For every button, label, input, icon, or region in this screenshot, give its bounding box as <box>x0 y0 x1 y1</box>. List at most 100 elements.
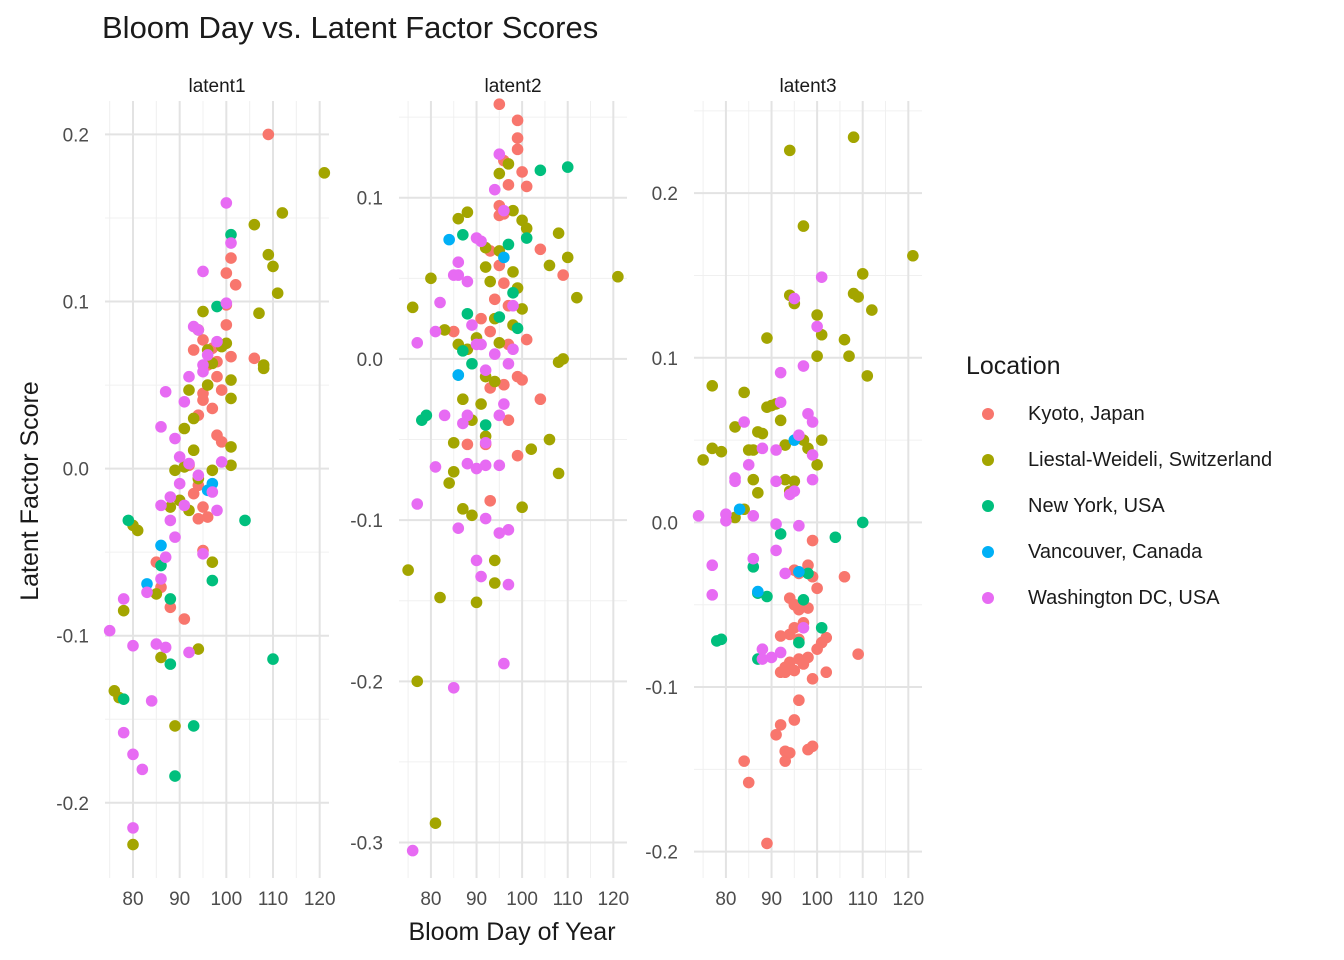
scatter-point <box>571 291 583 304</box>
legend-label: Washington DC, USA <box>1028 586 1220 609</box>
scatter-point <box>164 593 177 605</box>
scatter-point <box>838 570 851 583</box>
scatter-point <box>797 621 810 634</box>
scatter-point <box>225 441 237 453</box>
scatter-point <box>411 337 424 349</box>
scatter-point <box>257 362 270 375</box>
scatter-point <box>488 554 501 567</box>
scatter-point <box>197 365 209 378</box>
scatter-point <box>438 324 451 336</box>
scatter-point <box>498 277 510 289</box>
legend-swatch <box>982 454 994 466</box>
legend-item: Washington DC, USA <box>966 575 1272 621</box>
y-tick-label: 0.0 <box>652 513 678 534</box>
scatter-point <box>206 464 219 477</box>
scatter-point <box>552 356 565 368</box>
x-axis-label: Bloom Day of Year <box>408 918 615 946</box>
scatter-point <box>747 552 760 565</box>
scatter-point <box>197 394 209 406</box>
scatter-point <box>122 514 135 527</box>
scatter-point <box>806 673 819 685</box>
scatter-point <box>220 267 233 279</box>
scatter-point <box>211 300 223 313</box>
scatter-point <box>479 512 492 525</box>
x-tick-label: 80 <box>715 889 736 910</box>
y-tick-label: 0.2 <box>652 184 678 205</box>
scatter-point <box>145 695 158 707</box>
scatter-point <box>225 350 237 363</box>
x-tick-label: 80 <box>420 889 441 910</box>
legend: Location Kyoto, Japan Liestal-Weideli, Sw… <box>966 352 1272 621</box>
scatter-point <box>742 444 755 456</box>
scatter-point <box>103 624 116 637</box>
scatter-point <box>452 522 465 534</box>
scatter-point <box>484 275 497 288</box>
scatter-point <box>150 588 163 600</box>
scatter-point <box>447 681 460 694</box>
scatter-point <box>779 473 791 486</box>
scatter-point <box>793 603 805 616</box>
scatter-point <box>756 643 769 655</box>
scatter-point <box>770 728 782 741</box>
scatter-point <box>752 486 764 499</box>
scatter-point <box>457 345 469 357</box>
scatter-point <box>806 473 819 486</box>
scatter-point <box>127 748 139 761</box>
y-tick-label: 0.1 <box>652 349 678 370</box>
scatter-point <box>225 459 237 472</box>
scatter-point <box>201 511 214 523</box>
scatter-point <box>206 477 219 490</box>
y-tick-label: -0.1 <box>56 627 89 648</box>
scatter-point <box>155 651 167 664</box>
scatter-point <box>479 419 492 431</box>
scatter-point <box>248 352 261 365</box>
scatter-point <box>447 325 460 338</box>
scatter-point <box>774 719 787 731</box>
scatter-point <box>169 531 181 543</box>
legend-label: Vancouver, Canada <box>1028 540 1203 563</box>
scatter-point <box>866 304 878 316</box>
scatter-point <box>488 183 501 196</box>
scatter-point <box>788 485 801 497</box>
scatter-point <box>811 582 823 595</box>
scatter-point <box>774 646 787 659</box>
scatter-point <box>220 319 233 331</box>
scatter-point <box>770 444 782 456</box>
scatter-point <box>793 519 805 532</box>
scatter-point <box>262 128 275 141</box>
scatter-point <box>520 232 533 244</box>
legend-swatch <box>982 500 994 512</box>
scatter-point <box>692 510 705 522</box>
scatter-point <box>211 370 223 383</box>
scatter-point <box>720 514 732 527</box>
scatter-point <box>479 436 492 449</box>
scatter-point <box>127 822 139 834</box>
scatter-point <box>276 207 289 219</box>
scatter-point <box>493 148 506 160</box>
scatter-point <box>169 464 181 477</box>
facet-strip-label: latent2 <box>484 76 541 97</box>
scatter-point <box>447 436 460 449</box>
scatter-point <box>779 666 791 679</box>
scatter-point <box>552 467 565 480</box>
y-tick-label: -0.1 <box>350 511 383 532</box>
scatter-point <box>248 218 261 231</box>
scatter-point <box>752 585 764 598</box>
scatter-point <box>715 445 728 458</box>
scatter-point <box>498 398 510 410</box>
legend-item: New York, USA <box>966 483 1272 529</box>
scatter-point <box>706 379 719 392</box>
scatter-point <box>470 554 483 567</box>
legend-title: Location <box>966 352 1061 380</box>
scatter-point <box>457 503 469 515</box>
scatter-point <box>466 319 478 331</box>
scatter-point <box>470 338 483 351</box>
scatter-point <box>820 631 833 644</box>
scatter-point <box>815 271 828 283</box>
scatter-point <box>178 613 191 625</box>
y-tick-label: -0.2 <box>56 794 89 815</box>
y-tick-label: 0.0 <box>357 350 383 371</box>
scatter-point <box>466 357 478 370</box>
scatter-point <box>516 374 528 386</box>
